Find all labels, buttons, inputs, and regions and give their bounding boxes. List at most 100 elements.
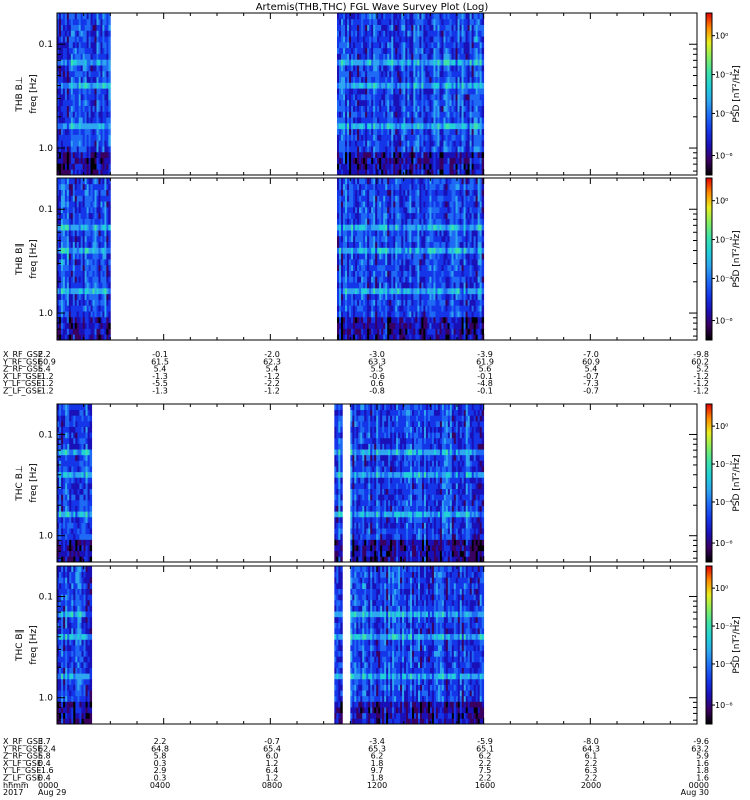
spectrogram-cell (479, 94, 483, 101)
spectrogram-cell (425, 276, 428, 283)
spectrogram-cell (361, 88, 364, 95)
spectrogram-cell (343, 70, 346, 78)
spectrogram-cell (407, 111, 410, 118)
spectrogram-cell (429, 241, 432, 248)
spectrogram-cell (397, 293, 400, 300)
spectrogram-cell (399, 47, 402, 54)
spectrogram-cell (68, 105, 72, 112)
spectrogram-cell (425, 253, 428, 260)
spectrogram-cell (353, 299, 356, 306)
spectrogram-cell (337, 322, 340, 329)
spectrogram-cell (403, 201, 406, 208)
spectrogram-cell (427, 122, 430, 130)
spectrogram-cell (371, 134, 374, 141)
spectrogram-cell (62, 212, 66, 219)
spectrogram-cell (463, 105, 466, 112)
spectrogram-cell (387, 322, 390, 329)
spectrogram-cell (473, 53, 477, 60)
spectrogram-cell (365, 146, 368, 153)
spectrogram-cell (351, 99, 354, 106)
spectrogram-cell (347, 201, 350, 208)
spectrogram-cell (88, 334, 91, 341)
spectrogram-cell (102, 206, 105, 214)
spectrogram-cell (351, 282, 354, 289)
spectrogram-cell (429, 111, 432, 118)
spectrogram-cell (377, 99, 380, 106)
spectrogram-cell (359, 282, 362, 289)
spectrogram-cell (337, 183, 340, 190)
spectrogram-cell (431, 94, 434, 101)
spectrogram-cell (403, 328, 406, 335)
spectrogram-cell (421, 178, 424, 185)
spectrogram-cell (82, 201, 86, 208)
spectrogram-cell (379, 146, 382, 153)
spectrogram-cell (463, 140, 466, 147)
spectrogram-cell (431, 134, 434, 141)
spectrogram-cell (401, 59, 404, 66)
spectrogram-cell (58, 183, 62, 190)
spectrogram-cell (377, 235, 380, 243)
spectrogram-cell (76, 117, 80, 124)
spectrogram-cell (429, 146, 432, 153)
spectrogram-cell (345, 189, 348, 196)
spectrogram-cell (361, 24, 364, 31)
spectrogram-cell (371, 65, 374, 72)
spectrogram-cell (78, 287, 82, 295)
spectrogram-cell (417, 94, 420, 101)
spectrogram-cell (385, 183, 388, 190)
spectrogram-cell (341, 322, 344, 329)
spectrogram-cell (58, 36, 62, 43)
spectrogram-cell (437, 105, 440, 112)
spectrogram-cell (339, 59, 342, 66)
spectrogram-cell (405, 334, 408, 341)
spectrogram-cell (463, 13, 466, 20)
spectrogram-cell (403, 264, 406, 271)
spectrogram-cell (347, 253, 350, 260)
spectrogram-cell (88, 322, 91, 329)
spectrogram-cell (369, 241, 372, 248)
spectrogram-cell (443, 30, 446, 37)
spectrogram-cell (347, 13, 350, 20)
spectrogram-cell (481, 47, 485, 54)
spectrogram-cell (72, 253, 76, 260)
spectrogram-cell (68, 122, 72, 130)
spectrogram-cell (447, 146, 450, 153)
spectrogram-cell (391, 282, 394, 289)
spectrogram-cell (417, 230, 420, 237)
spectrogram-cell (80, 230, 84, 237)
spectrogram-cell (445, 82, 448, 89)
spectrogram-cell (471, 53, 475, 60)
spectrogram-cell (391, 183, 394, 190)
spectrogram-cell (337, 224, 340, 231)
spectrogram-cell (353, 88, 356, 95)
spectrogram-cell (429, 30, 432, 37)
spectrogram-cell (471, 128, 475, 135)
spectrogram-cell (82, 30, 86, 37)
spectrogram-cell (373, 178, 376, 185)
spectrogram-cell (425, 105, 428, 112)
spectrogram-cell (377, 287, 380, 295)
spectrogram-cell (351, 183, 354, 190)
spectrogram-cell (369, 247, 372, 254)
spectrogram-cell (60, 311, 64, 318)
spectrogram-cell (429, 316, 432, 324)
spectrogram-cell (337, 117, 340, 124)
spectrogram-cell (453, 122, 456, 130)
spectrogram-cell (68, 47, 72, 54)
spectrogram-cell (389, 94, 392, 101)
spectrogram-cell (379, 24, 382, 31)
spectrogram-cell (76, 224, 80, 231)
spectrogram-cell (90, 206, 93, 214)
spectrogram-cell (417, 111, 420, 118)
spectrogram-cell (84, 201, 88, 208)
spectrogram-cell (421, 111, 424, 118)
spectrogram-cell (347, 195, 350, 202)
spectrogram-cell (427, 169, 430, 176)
spectrogram-cell (363, 183, 366, 190)
spectrogram-cell (349, 105, 352, 112)
spectrogram-cell (57, 311, 60, 318)
spectrogram-cell (425, 264, 428, 271)
spectrogram-cell (473, 157, 477, 164)
spectrogram-cell (387, 201, 390, 208)
spectrogram-cell (341, 276, 344, 283)
